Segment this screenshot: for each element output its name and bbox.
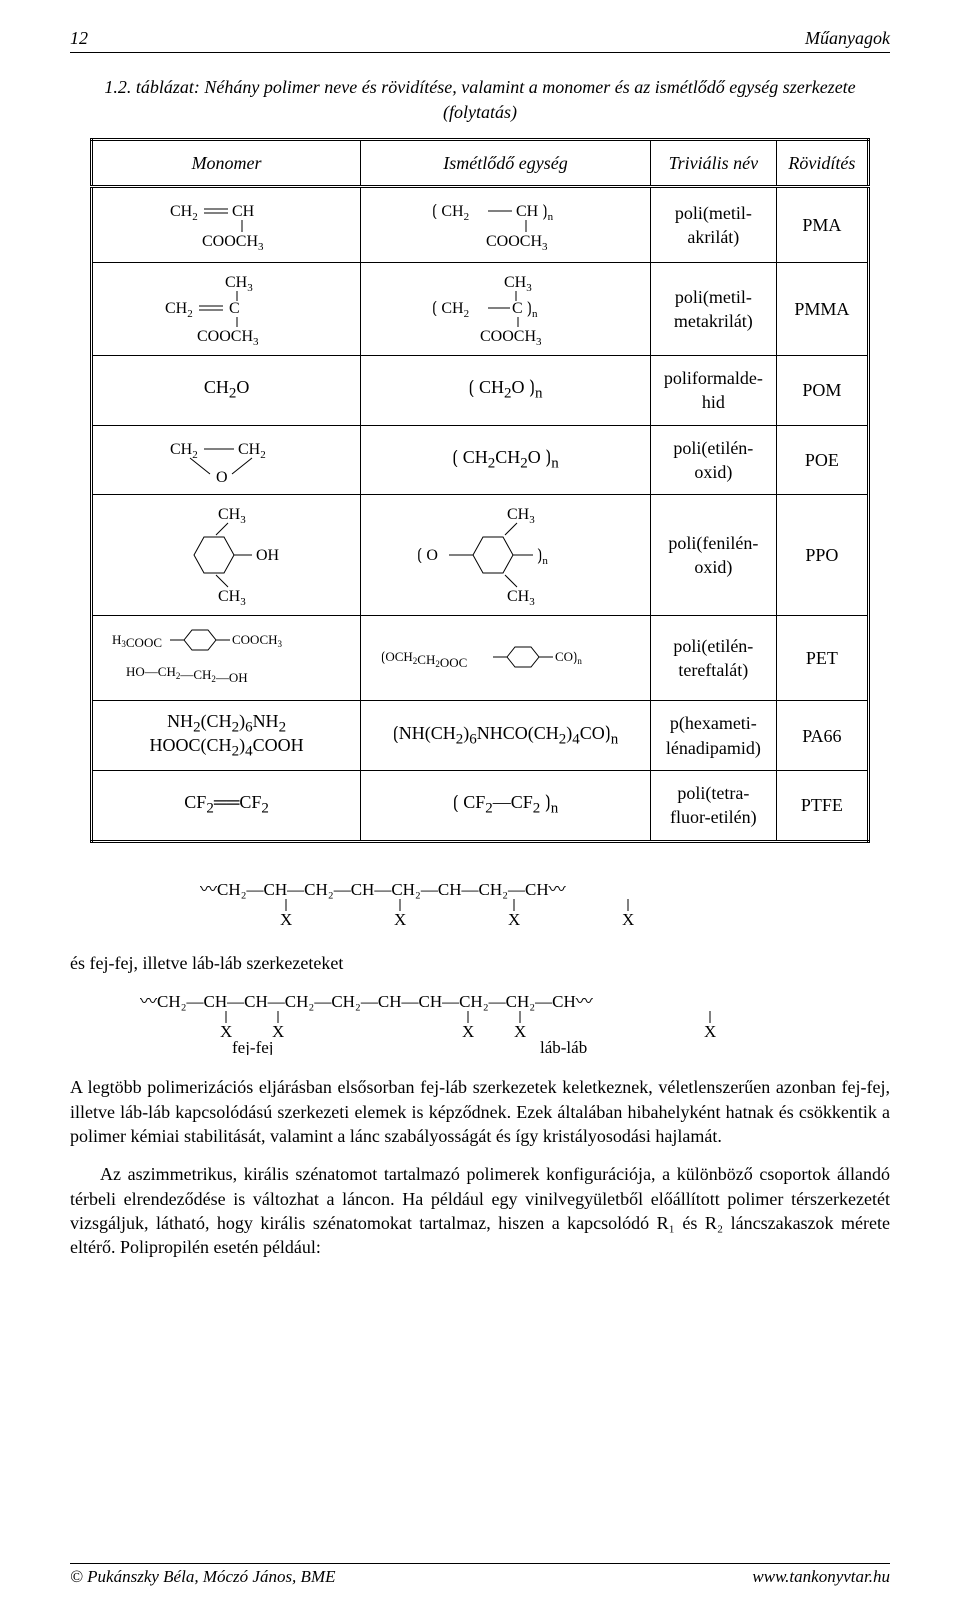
trivial-name: p(hexameti- lénadipamid) (650, 701, 776, 771)
svg-text:O: O (216, 469, 228, 484)
table-row: NH2(CH2)6NH2 HOOC(CH2)4COOH ⟮NH(CH2)6NHC… (92, 701, 869, 771)
label-lablab: láb-láb (540, 1038, 587, 1055)
svg-text:X: X (280, 910, 292, 927)
trivial-name: poli(etilén- oxid) (650, 425, 776, 495)
abbrev: PTFE (776, 770, 868, 841)
svg-text:X: X (220, 1022, 232, 1041)
monomer-struct: CH3 CH2 C COOCH3 (92, 263, 361, 356)
svg-text:COOCH3: COOCH3 (197, 328, 259, 345)
trivial-name: poliformalde- hid (650, 356, 776, 426)
svg-text:X: X (272, 1022, 284, 1041)
monomer-struct: CH2O (92, 356, 361, 426)
repeat-struct: ⟮ CH2O ⟯n (361, 356, 651, 426)
monomer-struct: CH2 CH COOCH3 (92, 187, 361, 263)
repeat-struct: ⟮OCH2CH2OOC CO⟯n (361, 616, 651, 701)
table-row: CH3 CH2 C COOCH3 CH3 ⟮ CH2 (92, 263, 869, 356)
footer-left: © Pukánszky Béla, Móczó János, BME (70, 1566, 335, 1589)
svg-text:⟮OCH2CH2OOC: ⟮OCH2CH2OOC (381, 649, 467, 670)
abbrev: PET (776, 616, 868, 701)
footer-right: www.tankonyvtar.hu (752, 1566, 890, 1589)
svg-text:CH ⟯n: CH ⟯n (516, 203, 554, 223)
svg-text:〰CH₂—CH—CH₂—CH—CH₂—CH—CH₂—CH〰: 〰CH₂—CH—CH₂—CH—CH₂—CH—CH₂—CH〰 (200, 880, 566, 899)
monomer-struct: CH2 CH2 O (92, 425, 361, 495)
svg-text:X: X (514, 1022, 526, 1041)
svg-text:COOCH3: COOCH3 (486, 233, 548, 252)
svg-text:X: X (462, 1022, 474, 1041)
col-monomer: Monomer (92, 139, 361, 186)
svg-text:COOCH3: COOCH3 (202, 233, 264, 252)
table-row: CH2O ⟮ CH2O ⟯n poliformalde- hid POM (92, 356, 869, 426)
section-title: Műanyagok (805, 26, 890, 50)
svg-text:CH3: CH3 (218, 588, 246, 605)
abbrev: PMA (776, 187, 868, 263)
svg-text:CH2: CH2 (170, 441, 198, 461)
svg-text:X: X (394, 910, 406, 927)
abbrev: PA66 (776, 701, 868, 771)
svg-text:X: X (622, 910, 634, 927)
trivial-name: poli(metil- metakrilát) (650, 263, 776, 356)
col-repeat: Ismétlődő egység (361, 139, 651, 186)
svg-text:OH: OH (256, 547, 280, 564)
table-caption: 1.2. táblázat: Néhány polimer neve és rö… (88, 75, 872, 124)
svg-text:H3COOC: H3COOC (112, 632, 162, 650)
trivial-name: poli(etilén- tereftalát) (650, 616, 776, 701)
table-row: CH3 OH CH3 CH3 ⟮ O (92, 495, 869, 616)
abbrev: POE (776, 425, 868, 495)
abbrev: PMMA (776, 263, 868, 356)
svg-text:CH3: CH3 (507, 506, 535, 526)
monomer-struct: H3COOC COOCH3 HO—CH2—CH2—OH (92, 616, 361, 701)
svg-text:C: C (229, 300, 240, 317)
svg-text:HO—CH2—CH2—OH: HO—CH2—CH2—OH (126, 664, 248, 685)
table-row: CH2 CH COOCH3 ⟮ CH2 CH ⟯n COOCH3 (92, 187, 869, 263)
svg-text:COOCH3: COOCH3 (480, 328, 542, 345)
polymer-table: Monomer Ismétlődő egység Triviális név R… (90, 138, 870, 843)
repeat-struct: CH3 ⟮ CH2 C ⟯n COOCH3 (361, 263, 651, 356)
svg-text:⟮ O: ⟮ O (417, 547, 438, 564)
svg-text:X: X (704, 1022, 716, 1041)
table-row: CH2 CH2 O ⟮ CH2CH2O ⟯n poli(etilén- oxid… (92, 425, 869, 495)
chain-diagram-2: 〰CH₂—CH—CH—CH₂—CH₂—CH—CH—CH₂—CH₂—CH〰 X X… (70, 989, 890, 1061)
svg-text:〰CH₂—CH—CH—CH₂—CH₂—CH—CH—CH₂—C: 〰CH₂—CH—CH—CH₂—CH₂—CH—CH—CH₂—CH₂—CH〰 (140, 992, 593, 1011)
svg-text:CH3: CH3 (225, 274, 253, 294)
svg-text:CH3: CH3 (504, 274, 532, 294)
table-row: CF2══CF2 ⟮ CF2—CF2 ⟯n poli(tetra- fluor-… (92, 770, 869, 841)
repeat-struct: ⟮ CH2 CH ⟯n COOCH3 (361, 187, 651, 263)
abbrev: POM (776, 356, 868, 426)
monomer-struct: NH2(CH2)6NH2 HOOC(CH2)4COOH (92, 701, 361, 771)
repeat-struct: ⟮ CF2—CF2 ⟯n (361, 770, 651, 841)
svg-text:⟮ CH2: ⟮ CH2 (432, 300, 469, 320)
col-abbrev: Rövidítés (776, 139, 868, 186)
abbrev: PPO (776, 495, 868, 616)
svg-text:COOCH3: COOCH3 (232, 632, 283, 649)
svg-text:CH3: CH3 (218, 506, 246, 526)
repeat-struct: ⟮NH(CH2)6NHCO(CH2)4CO⟯n (361, 701, 651, 771)
chain-diagram-1: 〰CH₂—CH—CH₂—CH—CH₂—CH—CH₂—CH〰 X X X X (70, 877, 890, 933)
svg-text:⟯n: ⟯n (537, 547, 548, 567)
svg-text:CO⟯n: CO⟯n (555, 649, 582, 666)
paragraph-1: A legtöbb polimerizációs eljárásban első… (70, 1075, 890, 1148)
repeat-struct: CH3 ⟮ O ⟯n CH3 (361, 495, 651, 616)
page-number: 12 (70, 26, 88, 50)
trivial-name: poli(fenilén- oxid) (650, 495, 776, 616)
trivial-name: poli(tetra- fluor-etilén) (650, 770, 776, 841)
paragraph-2: Az aszimmetrikus, királis szénatomot tar… (70, 1162, 890, 1259)
monomer-struct: CF2══CF2 (92, 770, 361, 841)
label-fejfej: fej-fej (232, 1038, 274, 1055)
svg-text:CH2: CH2 (170, 203, 198, 223)
svg-text:X: X (508, 910, 520, 927)
col-trivial: Triviális név (650, 139, 776, 186)
page-header: 12 Műanyagok (70, 26, 890, 53)
trivial-name: poli(metil- akrilát) (650, 187, 776, 263)
svg-text:CH3: CH3 (507, 588, 535, 605)
svg-text:CH2: CH2 (165, 300, 193, 320)
page-footer: © Pukánszky Béla, Móczó János, BME www.t… (70, 1563, 890, 1589)
svg-text:C ⟯n: C ⟯n (512, 300, 538, 320)
repeat-struct: ⟮ CH2CH2O ⟯n (361, 425, 651, 495)
svg-text:CH: CH (232, 203, 255, 220)
monomer-struct: CH3 OH CH3 (92, 495, 361, 616)
table-row: H3COOC COOCH3 HO—CH2—CH2—OH ⟮OCH2CH2OOC (92, 616, 869, 701)
mid-text: és fej-fej, illetve láb-láb szerkezeteke… (70, 951, 890, 975)
svg-text:⟮ CH2: ⟮ CH2 (432, 203, 469, 223)
